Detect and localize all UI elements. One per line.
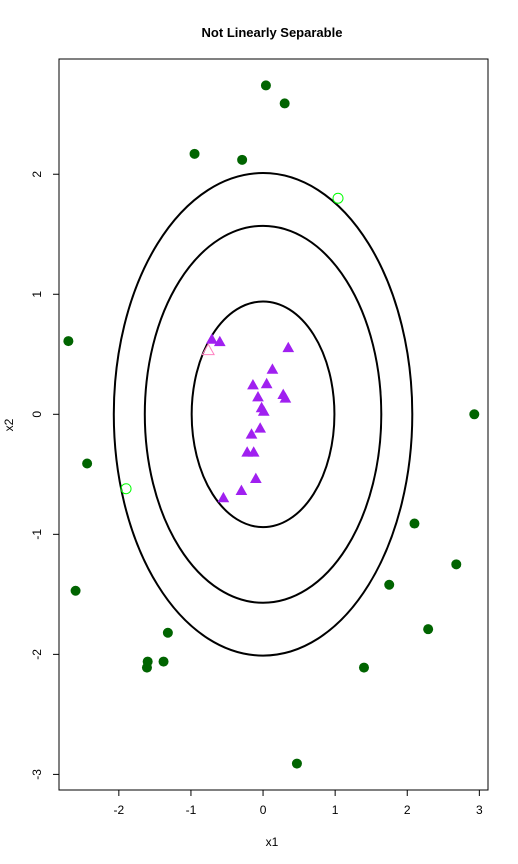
inner-class-point bbox=[279, 392, 292, 403]
y-tick-label: -2 bbox=[30, 649, 44, 660]
inner-class-point bbox=[247, 446, 260, 457]
y-axis-label: x2 bbox=[2, 418, 16, 431]
outer-class-point bbox=[141, 662, 152, 673]
inner-class-point bbox=[206, 333, 218, 344]
inner-class-misclassified-point bbox=[201, 343, 215, 356]
y-tick-label: 1 bbox=[30, 291, 44, 298]
x-tick-label: 3 bbox=[476, 803, 483, 817]
inner-class-point bbox=[245, 428, 258, 439]
inner-class-point bbox=[282, 341, 295, 353]
outer-class-point bbox=[279, 98, 290, 109]
y-tick-label: -1 bbox=[30, 529, 44, 540]
data-points bbox=[63, 80, 480, 769]
inner-class-point bbox=[257, 405, 270, 416]
outer-class-misclassified-point bbox=[332, 192, 344, 204]
inner-class-point bbox=[252, 390, 264, 402]
outer-class-point bbox=[162, 627, 173, 638]
outer-class-point bbox=[63, 336, 74, 347]
outer-class-point bbox=[189, 148, 200, 159]
outer-class-point bbox=[82, 458, 93, 469]
x-tick-label: -1 bbox=[186, 803, 197, 817]
outer-class-point bbox=[260, 80, 271, 91]
contour-ellipse-1 bbox=[190, 300, 336, 529]
inner-class-point bbox=[247, 378, 259, 390]
inner-class-point bbox=[266, 363, 279, 374]
outer-class-misclassified-point bbox=[120, 483, 132, 495]
inner-class-point bbox=[254, 422, 267, 433]
y-tick-label: -3 bbox=[30, 769, 44, 780]
outer-class-point bbox=[291, 758, 302, 769]
inner-class-point bbox=[249, 472, 262, 484]
decision-boundary-contours bbox=[112, 172, 414, 657]
outer-class-point bbox=[469, 409, 480, 420]
outer-class-point bbox=[70, 585, 81, 596]
y-tick-label: 0 bbox=[30, 411, 44, 418]
contour-ellipse-3 bbox=[112, 172, 414, 657]
x-axis: -2 -1 0 1 2 3 bbox=[114, 789, 483, 817]
inner-class-point bbox=[213, 335, 226, 347]
outer-class-point bbox=[409, 518, 420, 529]
outer-class-point bbox=[384, 579, 395, 590]
x-axis-label: x1 bbox=[266, 835, 279, 849]
outer-class-point bbox=[358, 662, 369, 673]
inner-class-point bbox=[217, 491, 230, 503]
plot-area-box bbox=[58, 58, 489, 791]
x-tick-label: 2 bbox=[404, 803, 411, 817]
x-tick-label: 0 bbox=[260, 803, 267, 817]
outer-class-point bbox=[451, 559, 462, 570]
contour-ellipse-2 bbox=[143, 224, 383, 604]
inner-class-point bbox=[260, 377, 273, 389]
x-tick-label: 1 bbox=[332, 803, 339, 817]
y-tick-label: 2 bbox=[30, 171, 44, 178]
chart-title: Not Linearly Separable bbox=[202, 25, 343, 40]
x-tick-label: -2 bbox=[114, 803, 125, 817]
outer-class-point bbox=[423, 624, 434, 635]
y-axis: -3 -2 -1 0 1 2 bbox=[30, 171, 60, 780]
inner-class-point bbox=[235, 484, 248, 496]
outer-class-point bbox=[237, 154, 248, 165]
outer-class-point bbox=[158, 656, 169, 667]
